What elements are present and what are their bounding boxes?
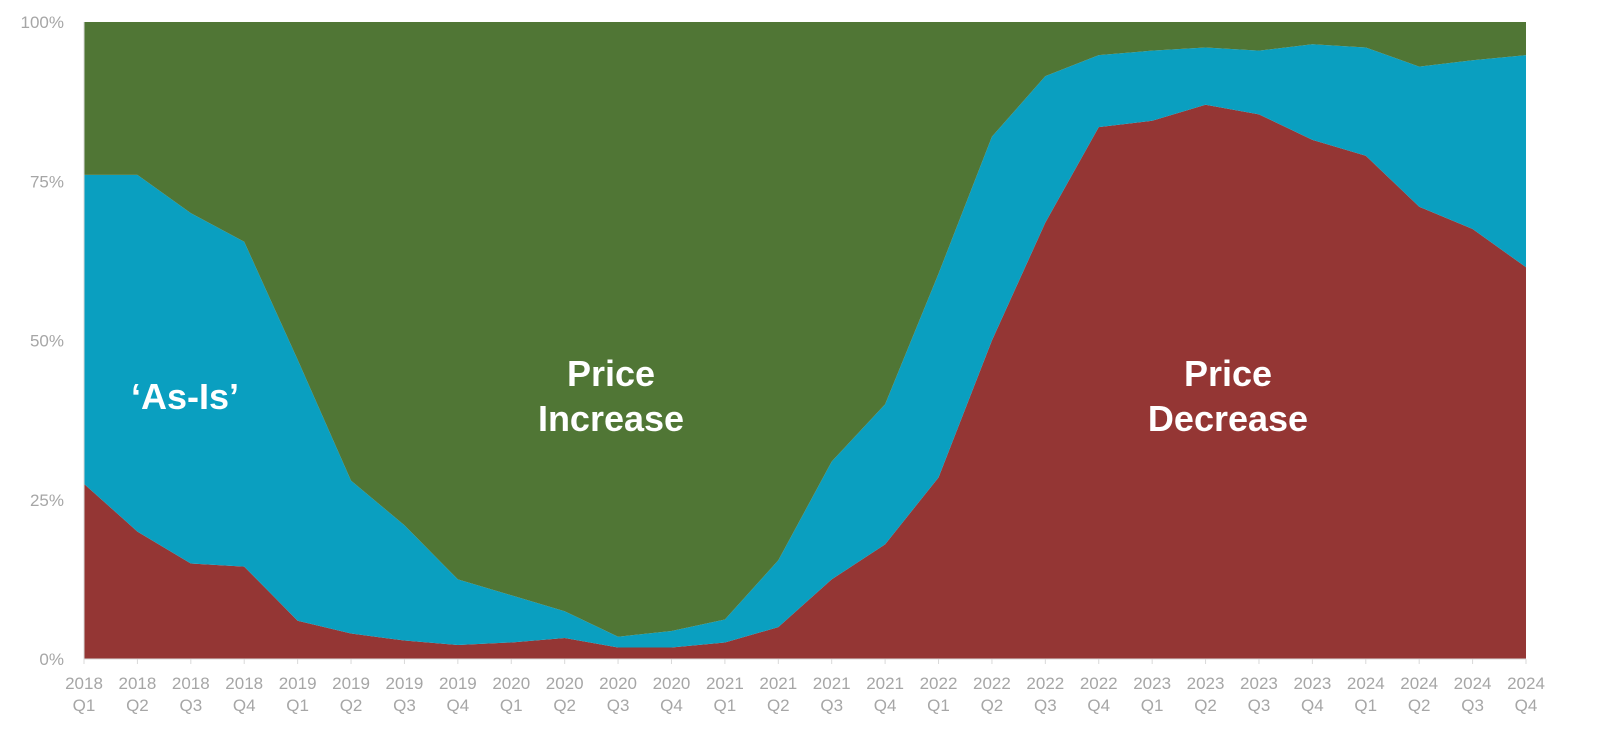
y-tick-label: 50% [30, 332, 64, 351]
x-tick-label: 2018 Q1 [65, 674, 103, 715]
x-tick-label: 2019 Q1 [279, 674, 317, 715]
x-tick-label: 2022 Q3 [1026, 674, 1064, 715]
x-tick-label: 2024 Q4 [1507, 674, 1545, 715]
x-tick-label: 2023 Q3 [1240, 674, 1278, 715]
x-tick-label: 2022 Q4 [1080, 674, 1118, 715]
x-tick-label: 2023 Q1 [1133, 674, 1171, 715]
x-tick-label: 2018 Q3 [172, 674, 210, 715]
area-layers [84, 22, 1526, 659]
series-label-as-is: ‘As-Is’ [131, 376, 239, 417]
x-tick-label: 2020 Q1 [492, 674, 530, 715]
area-price-decrease [84, 104, 1526, 659]
x-tick-label: 2019 Q2 [332, 674, 370, 715]
x-tick-label: 2022 Q2 [973, 674, 1011, 715]
x-tick-label: 2020 Q3 [599, 674, 637, 715]
x-tick-label: 2021 Q2 [759, 674, 797, 715]
y-tick-label: 75% [30, 172, 64, 191]
x-tick-label: 2024 Q3 [1454, 674, 1492, 715]
series-label-price-decrease: Price Decrease [1148, 353, 1308, 439]
y-tick-label: 25% [30, 491, 64, 510]
x-tick-label: 2024 Q2 [1400, 674, 1438, 715]
x-tick-label: 2020 Q2 [546, 674, 584, 715]
x-tick-label: 2022 Q1 [920, 674, 958, 715]
area-price-increase [84, 22, 1526, 637]
y-tick-label: 0% [39, 650, 64, 669]
x-tick-label: 2019 Q3 [386, 674, 424, 715]
x-tick-label: 2021 Q3 [813, 674, 851, 715]
x-axis: 2018 Q1 2018 Q2 2018 Q3 2018 Q4 2019 Q1 2019 Q2 2019… [65, 658, 1545, 715]
x-tick-label: 2024 Q1 [1347, 674, 1385, 715]
x-tick-label: 2019 Q4 [439, 674, 477, 715]
x-tick-label: 2018 Q4 [225, 674, 263, 715]
x-tick-label: 2018 Q2 [118, 674, 156, 715]
x-tick-label: 2020 Q4 [653, 674, 691, 715]
x-tick-label: 2023 Q4 [1293, 674, 1331, 715]
y-tick-label: 100% [21, 13, 64, 32]
y-axis: 0% 25% 50% 75% 100% [21, 13, 85, 669]
x-tick-label: 2021 Q4 [866, 674, 904, 715]
x-tick-label: 2021 Q1 [706, 674, 744, 715]
area-as-is [84, 44, 1526, 648]
series-label-price-increase: Price Increase [538, 353, 684, 439]
x-tick-label: 2023 Q2 [1187, 674, 1225, 715]
series-labels: Price Decrease ‘As-Is’ Price Increase [131, 353, 1308, 439]
